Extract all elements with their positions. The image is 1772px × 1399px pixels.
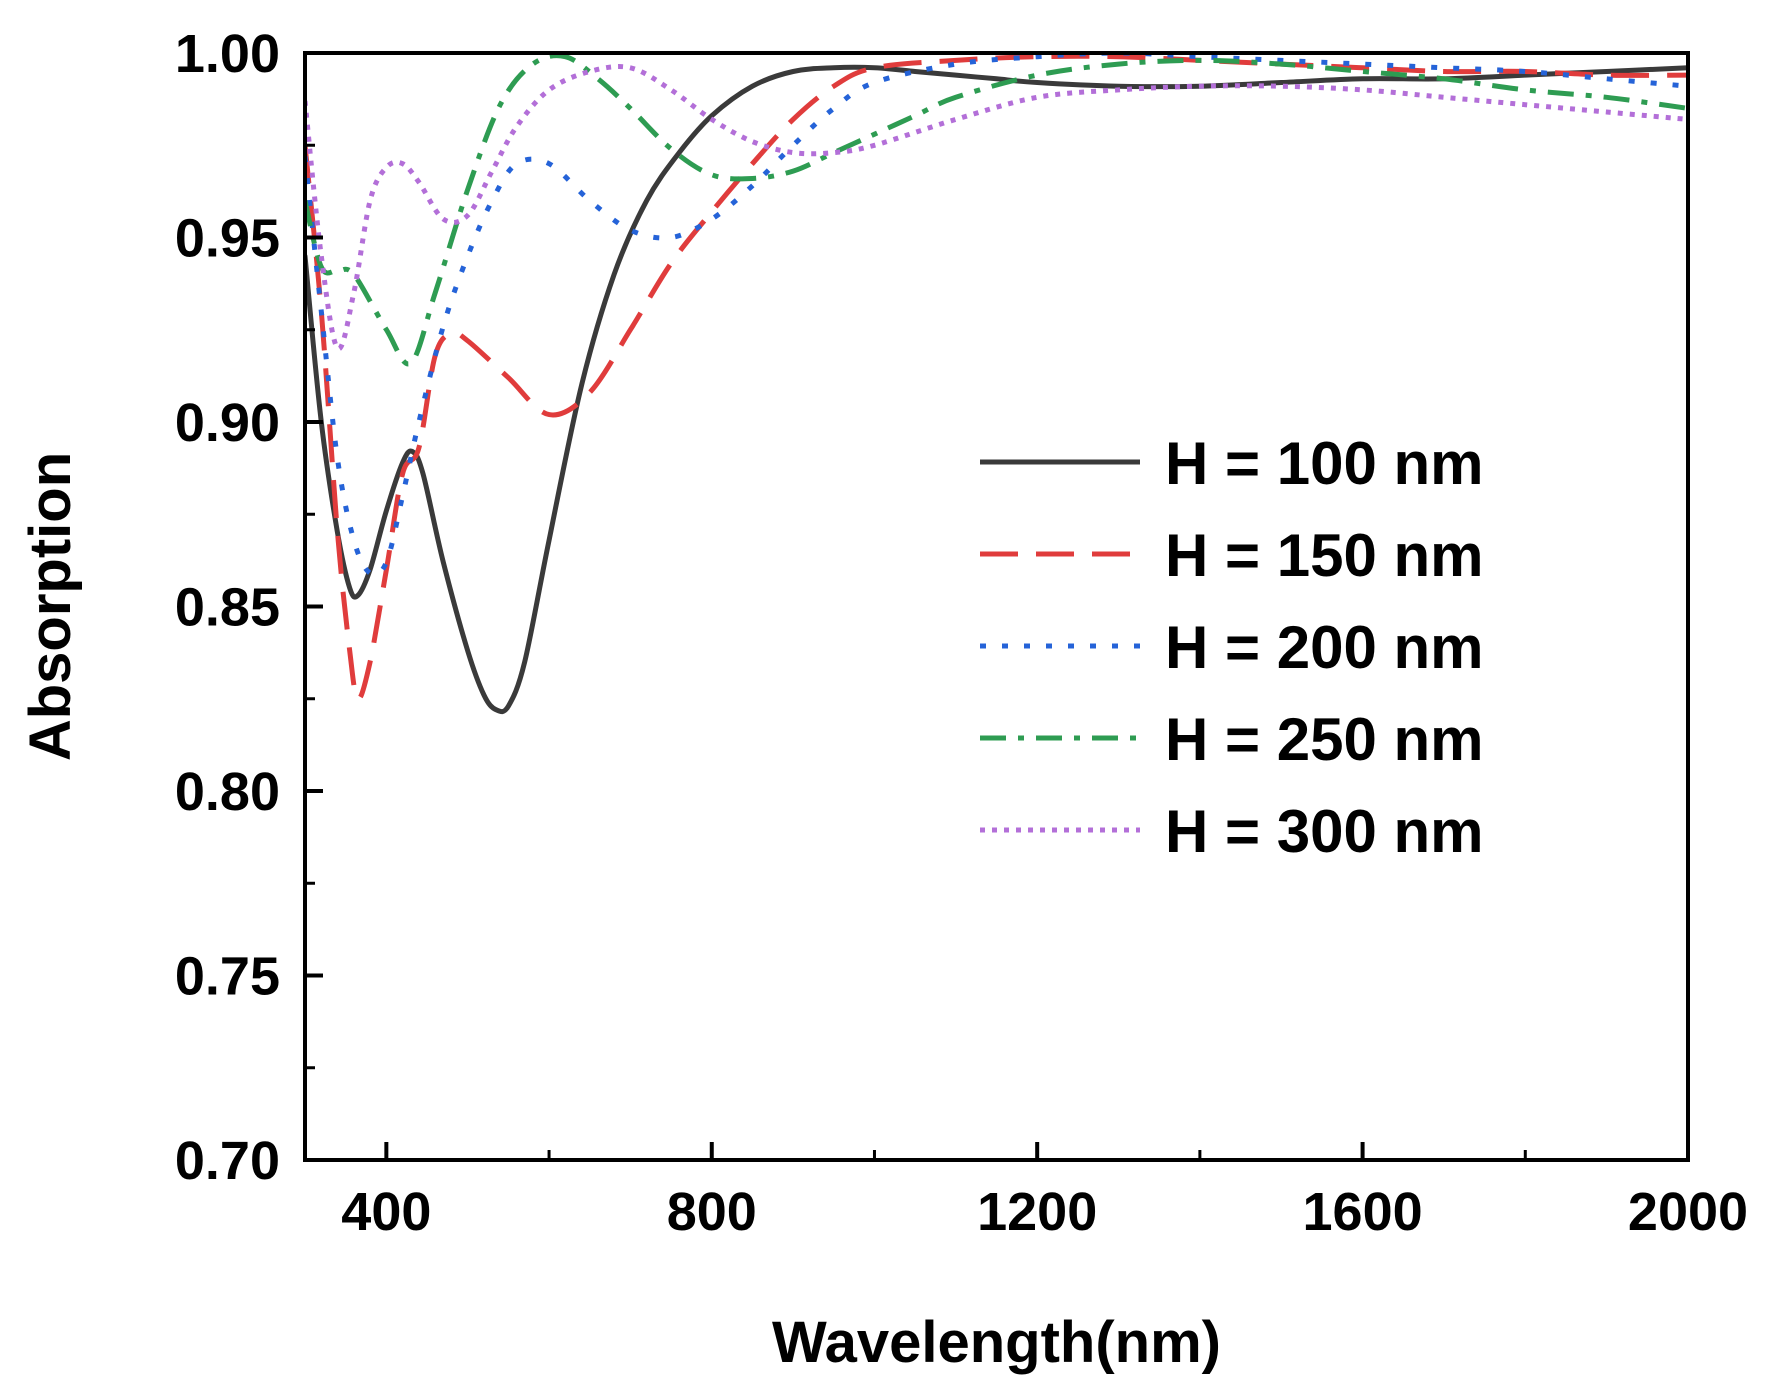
x-tick-label: 1200 bbox=[977, 1182, 1097, 1242]
x-tick-label: 800 bbox=[667, 1182, 757, 1242]
legend-item: H = 200 nm bbox=[980, 614, 1484, 681]
series-line-2 bbox=[305, 53, 1688, 702]
plot-frame bbox=[303, 51, 1690, 1162]
y-tick-label: 0.95 bbox=[175, 209, 280, 269]
series-layer bbox=[305, 51, 1688, 715]
series-line-4 bbox=[305, 53, 1688, 367]
y-tick-label: 0.80 bbox=[175, 762, 280, 822]
series-line-1 bbox=[305, 64, 1688, 715]
x-axis-title: Wavelength(nm) bbox=[772, 1310, 1221, 1375]
y-tick-label: 0.90 bbox=[175, 393, 280, 453]
series-line-5 bbox=[305, 64, 1688, 352]
legend: H = 100 nm H = 150 nm H = 200 nm H = 250 nm… bbox=[980, 430, 1484, 865]
y-tick-label: 0.85 bbox=[175, 578, 280, 638]
legend-label: H = 250 nm bbox=[1165, 706, 1484, 773]
y-tick-label: 1.00 bbox=[175, 24, 280, 84]
legend-label: H = 300 nm bbox=[1165, 798, 1484, 865]
x-tick-label: 1600 bbox=[1303, 1182, 1423, 1242]
y-tick-label: 0.70 bbox=[175, 1131, 280, 1191]
legend-label: H = 150 nm bbox=[1165, 522, 1484, 589]
legend-label: H = 100 nm bbox=[1165, 430, 1484, 497]
legend-item: H = 250 nm bbox=[980, 706, 1484, 773]
series-line-3 bbox=[305, 51, 1688, 578]
legend-item: H = 300 nm bbox=[980, 798, 1484, 865]
legend-item: H = 100 nm bbox=[980, 430, 1484, 497]
y-tick-label: 0.75 bbox=[175, 947, 280, 1007]
tick-labels: 400 800 1200 1600 2000 0.70 0.75 0.80 0.85 0.90 0.… bbox=[175, 24, 1748, 1242]
x-tick-label: 400 bbox=[341, 1182, 431, 1242]
legend-label: H = 200 nm bbox=[1165, 614, 1484, 681]
y-axis-title: Absorption bbox=[18, 452, 83, 761]
x-tick-label: 2000 bbox=[1628, 1182, 1748, 1242]
legend-item: H = 150 nm bbox=[980, 522, 1484, 589]
axis-ticks bbox=[305, 51, 1690, 1162]
